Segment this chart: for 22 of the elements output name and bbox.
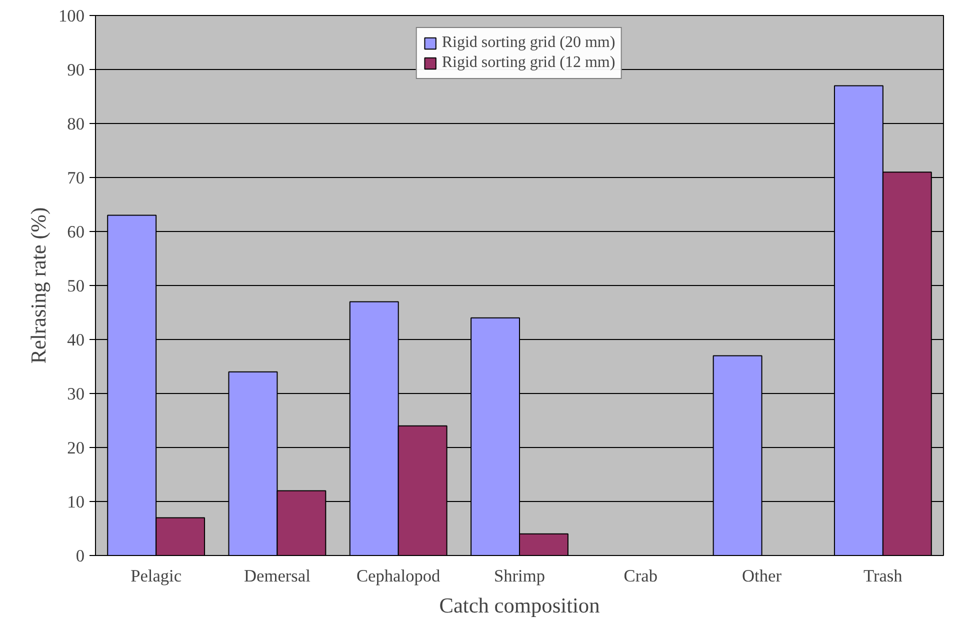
x-tick-label: Demersal (244, 566, 311, 586)
y-tick-label: 10 (67, 492, 84, 512)
legend-label: Rigid sorting grid (12 mm) (442, 54, 616, 72)
y-tick-label: 100 (58, 6, 85, 26)
y-tick-label: 90 (67, 60, 84, 80)
x-tick-label: Crab (624, 566, 658, 586)
y-tick-label: 60 (67, 222, 84, 242)
y-tick-label: 50 (67, 276, 84, 296)
y-tick-label: 0 (76, 546, 85, 566)
x-tick-label: Trash (864, 566, 903, 586)
y-tick-label: 70 (67, 168, 84, 188)
legend-label: Rigid sorting grid (20 mm) (442, 34, 616, 52)
x-tick-label: Pelagic (130, 566, 182, 586)
y-axis-title: Relrasing rate (%) (26, 207, 51, 364)
x-tick-label: Cephalopod (356, 566, 441, 586)
y-tick-label: 40 (67, 330, 84, 350)
x-axis-title: Catch composition (439, 594, 600, 618)
x-tick-label: Shrimp (494, 566, 546, 586)
x-tick-label: Other (742, 566, 782, 586)
y-tick-label: 30 (67, 384, 84, 404)
y-tick-label: 80 (67, 114, 84, 134)
y-tick-label: 20 (67, 438, 84, 458)
